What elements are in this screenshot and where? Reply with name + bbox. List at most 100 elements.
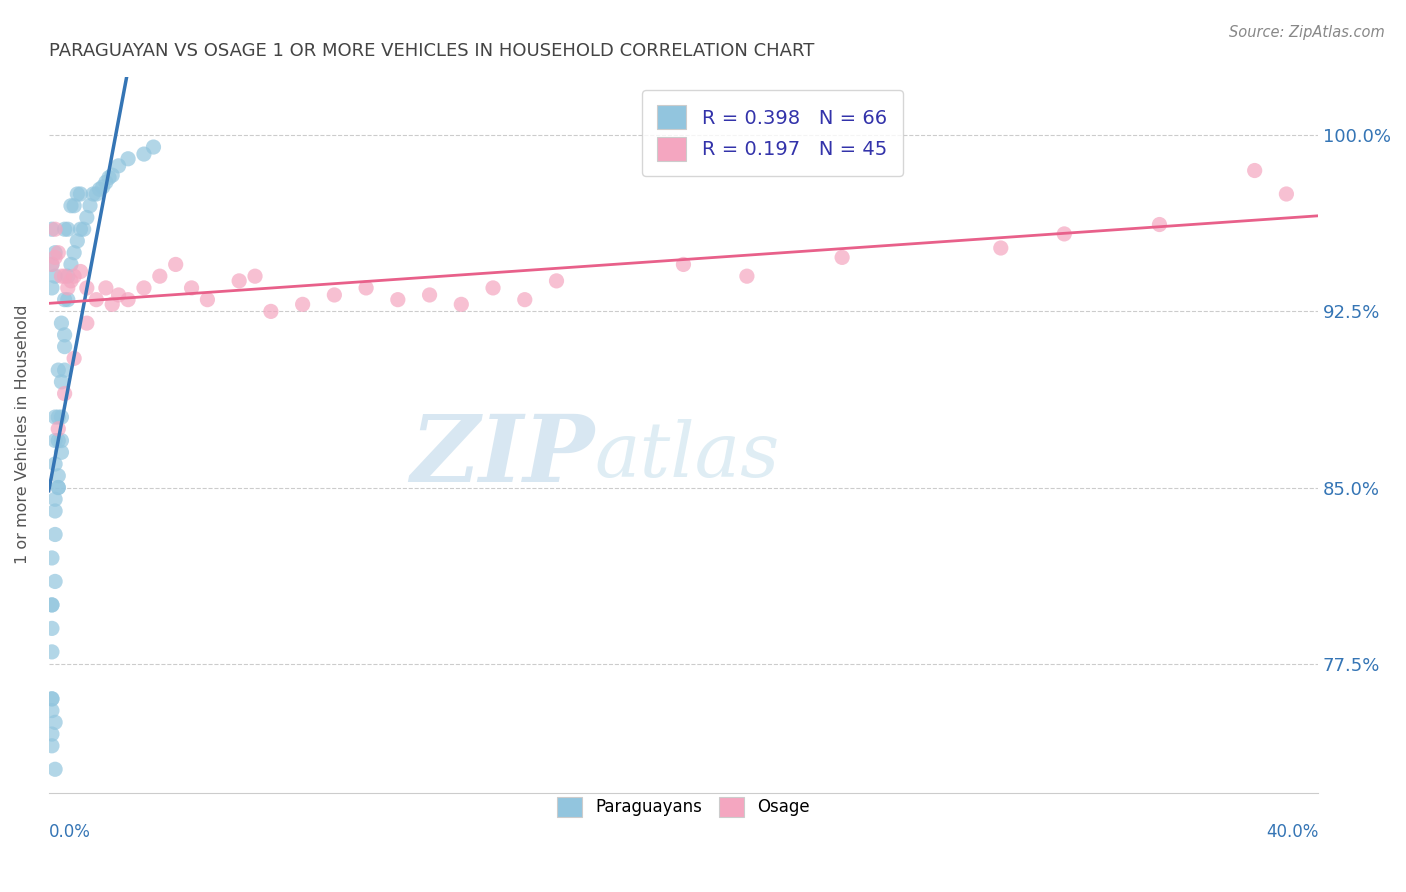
Point xyxy=(63,245,86,260)
Point xyxy=(98,170,121,185)
Point xyxy=(53,363,76,377)
Point xyxy=(107,159,129,173)
Point xyxy=(51,375,73,389)
Point xyxy=(63,199,86,213)
Point xyxy=(82,186,104,201)
Point xyxy=(990,241,1012,255)
Point xyxy=(51,410,73,425)
Point xyxy=(44,410,66,425)
Point xyxy=(132,147,155,161)
Legend: Paraguayans, Osage: Paraguayans, Osage xyxy=(550,790,817,824)
Point xyxy=(149,269,172,284)
Point xyxy=(41,257,63,271)
Point xyxy=(86,186,108,201)
Point xyxy=(76,316,98,330)
Point xyxy=(1275,186,1298,201)
Point xyxy=(69,264,91,278)
Point xyxy=(41,691,63,706)
Point xyxy=(91,180,114,194)
Point xyxy=(69,186,91,201)
Point xyxy=(323,288,346,302)
Point xyxy=(46,434,69,448)
Point xyxy=(142,140,165,154)
Point xyxy=(117,293,139,307)
Point xyxy=(41,645,63,659)
Point xyxy=(419,288,441,302)
Point xyxy=(41,222,63,236)
Point xyxy=(41,704,63,718)
Point xyxy=(44,574,66,589)
Point xyxy=(672,257,695,271)
Point xyxy=(41,739,63,753)
Point xyxy=(180,281,202,295)
Point xyxy=(46,468,69,483)
Point xyxy=(44,434,66,448)
Point xyxy=(66,186,89,201)
Point xyxy=(41,691,63,706)
Point xyxy=(46,245,69,260)
Point xyxy=(41,257,63,271)
Point xyxy=(56,222,79,236)
Point xyxy=(450,297,472,311)
Point xyxy=(46,363,69,377)
Point xyxy=(1149,218,1171,232)
Point xyxy=(46,410,69,425)
Point xyxy=(291,297,314,311)
Point xyxy=(513,293,536,307)
Point xyxy=(86,293,108,307)
Point xyxy=(69,222,91,236)
Point xyxy=(41,598,63,612)
Point xyxy=(44,222,66,236)
Point xyxy=(66,234,89,248)
Point xyxy=(46,481,69,495)
Point xyxy=(101,297,124,311)
Point xyxy=(107,288,129,302)
Point xyxy=(63,351,86,366)
Point xyxy=(44,251,66,265)
Point xyxy=(228,274,250,288)
Point xyxy=(41,281,63,295)
Point xyxy=(1243,163,1265,178)
Point xyxy=(63,269,86,284)
Text: 40.0%: 40.0% xyxy=(1265,823,1319,841)
Point xyxy=(831,251,853,265)
Point xyxy=(53,386,76,401)
Text: atlas: atlas xyxy=(595,419,780,493)
Point xyxy=(53,293,76,307)
Point xyxy=(59,199,82,213)
Text: ZIP: ZIP xyxy=(411,411,595,501)
Point xyxy=(44,527,66,541)
Text: Source: ZipAtlas.com: Source: ZipAtlas.com xyxy=(1229,25,1385,40)
Point xyxy=(41,621,63,635)
Point xyxy=(76,211,98,225)
Point xyxy=(387,293,409,307)
Point xyxy=(41,727,63,741)
Point xyxy=(354,281,377,295)
Point xyxy=(44,504,66,518)
Point xyxy=(56,269,79,284)
Point xyxy=(51,445,73,459)
Point xyxy=(165,257,187,271)
Point xyxy=(46,422,69,436)
Point xyxy=(53,222,76,236)
Point xyxy=(197,293,219,307)
Point xyxy=(546,274,568,288)
Point xyxy=(51,434,73,448)
Point xyxy=(117,152,139,166)
Point xyxy=(94,281,117,295)
Text: 0.0%: 0.0% xyxy=(49,823,90,841)
Point xyxy=(79,199,101,213)
Point xyxy=(56,281,79,295)
Point xyxy=(101,168,124,182)
Point xyxy=(1053,227,1076,241)
Point xyxy=(89,182,111,196)
Point xyxy=(51,316,73,330)
Point xyxy=(53,269,76,284)
Text: PARAGUAYAN VS OSAGE 1 OR MORE VEHICLES IN HOUSEHOLD CORRELATION CHART: PARAGUAYAN VS OSAGE 1 OR MORE VEHICLES I… xyxy=(49,42,814,60)
Point xyxy=(51,269,73,284)
Point xyxy=(53,327,76,342)
Point xyxy=(132,281,155,295)
Point xyxy=(76,281,98,295)
Point xyxy=(53,340,76,354)
Point xyxy=(44,245,66,260)
